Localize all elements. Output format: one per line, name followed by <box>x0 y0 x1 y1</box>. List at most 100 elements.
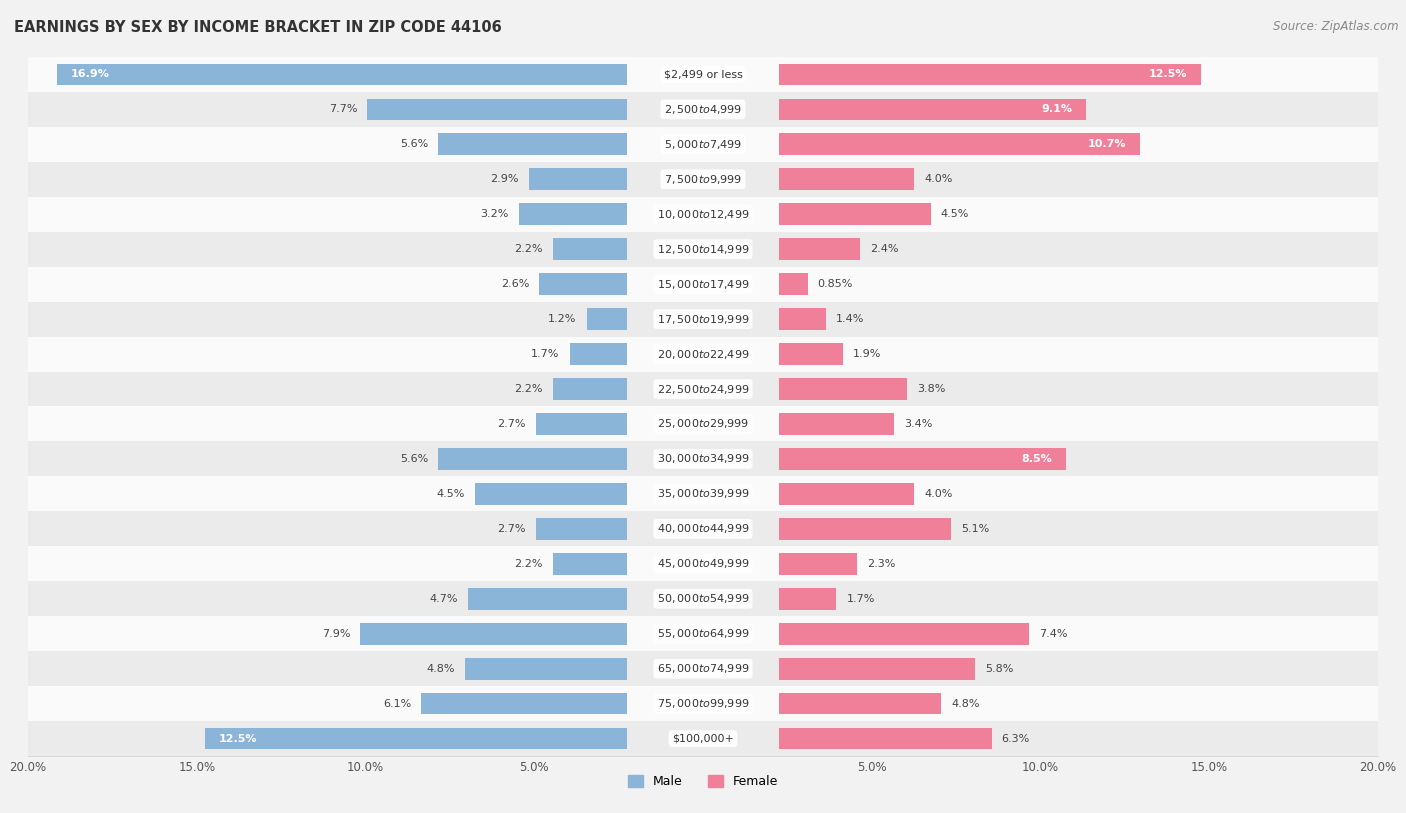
Text: 4.8%: 4.8% <box>950 698 980 709</box>
Text: $30,000 to $34,999: $30,000 to $34,999 <box>657 453 749 465</box>
Bar <box>779 308 827 330</box>
Bar <box>779 273 807 295</box>
Text: 3.2%: 3.2% <box>481 209 509 220</box>
Text: 4.8%: 4.8% <box>426 663 456 674</box>
Bar <box>28 57 1378 92</box>
Bar <box>779 448 1066 470</box>
Text: 4.5%: 4.5% <box>941 209 969 220</box>
Text: 1.7%: 1.7% <box>846 593 875 604</box>
Bar <box>468 588 627 610</box>
Text: 0.85%: 0.85% <box>818 279 853 289</box>
Bar <box>28 441 1378 476</box>
Bar <box>553 238 627 260</box>
Bar <box>779 553 856 575</box>
Text: $20,000 to $22,499: $20,000 to $22,499 <box>657 348 749 360</box>
Bar <box>540 273 627 295</box>
Text: $25,000 to $29,999: $25,000 to $29,999 <box>657 418 749 430</box>
Text: $2,500 to $4,999: $2,500 to $4,999 <box>664 103 742 115</box>
Bar <box>779 658 974 680</box>
Bar <box>28 232 1378 267</box>
Text: 3.4%: 3.4% <box>904 419 932 429</box>
Text: $45,000 to $49,999: $45,000 to $49,999 <box>657 558 749 570</box>
Bar <box>28 686 1378 721</box>
Bar <box>536 518 627 540</box>
Bar <box>28 546 1378 581</box>
Text: $5,000 to $7,499: $5,000 to $7,499 <box>664 138 742 150</box>
Bar <box>779 98 1085 120</box>
Bar <box>367 98 627 120</box>
Text: 5.1%: 5.1% <box>962 524 990 534</box>
Text: $55,000 to $64,999: $55,000 to $64,999 <box>657 628 749 640</box>
Text: 2.2%: 2.2% <box>515 244 543 254</box>
Text: 8.5%: 8.5% <box>1022 454 1052 464</box>
Bar <box>779 378 907 400</box>
Text: $10,000 to $12,499: $10,000 to $12,499 <box>657 208 749 220</box>
Bar <box>28 92 1378 127</box>
Bar <box>779 203 931 225</box>
Bar <box>536 413 627 435</box>
Text: $2,499 or less: $2,499 or less <box>664 69 742 80</box>
Text: EARNINGS BY SEX BY INCOME BRACKET IN ZIP CODE 44106: EARNINGS BY SEX BY INCOME BRACKET IN ZIP… <box>14 20 502 35</box>
Text: 1.9%: 1.9% <box>853 349 882 359</box>
Text: $75,000 to $99,999: $75,000 to $99,999 <box>657 698 749 710</box>
Text: $12,500 to $14,999: $12,500 to $14,999 <box>657 243 749 255</box>
Text: 2.7%: 2.7% <box>498 419 526 429</box>
Bar <box>28 162 1378 197</box>
Bar <box>529 168 627 190</box>
Bar <box>28 511 1378 546</box>
Bar <box>779 168 914 190</box>
Bar <box>28 267 1378 302</box>
Bar <box>360 623 627 645</box>
Legend: Male, Female: Male, Female <box>628 776 778 789</box>
Text: 6.3%: 6.3% <box>1001 733 1029 744</box>
Text: 16.9%: 16.9% <box>70 69 110 80</box>
Text: 7.9%: 7.9% <box>322 628 350 639</box>
Text: 12.5%: 12.5% <box>1149 69 1187 80</box>
Text: $65,000 to $74,999: $65,000 to $74,999 <box>657 663 749 675</box>
Text: 4.5%: 4.5% <box>437 489 465 499</box>
Bar <box>779 413 894 435</box>
Bar <box>553 553 627 575</box>
Text: $22,500 to $24,999: $22,500 to $24,999 <box>657 383 749 395</box>
Bar <box>205 728 627 750</box>
Bar <box>28 616 1378 651</box>
Bar <box>553 378 627 400</box>
Text: 2.3%: 2.3% <box>866 559 896 569</box>
Text: 1.4%: 1.4% <box>837 314 865 324</box>
Text: $17,500 to $19,999: $17,500 to $19,999 <box>657 313 749 325</box>
Text: 2.6%: 2.6% <box>501 279 529 289</box>
Text: 4.0%: 4.0% <box>924 174 952 185</box>
Text: $15,000 to $17,499: $15,000 to $17,499 <box>657 278 749 290</box>
Bar <box>779 728 991 750</box>
Bar <box>779 238 860 260</box>
Bar <box>779 623 1029 645</box>
Bar <box>586 308 627 330</box>
Bar <box>779 518 950 540</box>
Bar <box>439 133 627 155</box>
Bar <box>439 448 627 470</box>
Text: 5.6%: 5.6% <box>399 454 427 464</box>
Text: 1.7%: 1.7% <box>531 349 560 359</box>
Bar <box>779 588 837 610</box>
Text: 4.7%: 4.7% <box>430 593 458 604</box>
Bar <box>28 721 1378 756</box>
Text: $7,500 to $9,999: $7,500 to $9,999 <box>664 173 742 185</box>
Text: $40,000 to $44,999: $40,000 to $44,999 <box>657 523 749 535</box>
Bar <box>779 343 844 365</box>
Text: Source: ZipAtlas.com: Source: ZipAtlas.com <box>1274 20 1399 33</box>
Text: 7.7%: 7.7% <box>329 104 357 115</box>
Bar <box>28 406 1378 441</box>
Text: 2.2%: 2.2% <box>515 384 543 394</box>
Bar <box>779 133 1140 155</box>
Bar <box>28 127 1378 162</box>
Text: 3.8%: 3.8% <box>917 384 946 394</box>
Text: 10.7%: 10.7% <box>1088 139 1126 150</box>
Bar <box>28 372 1378 406</box>
Text: 12.5%: 12.5% <box>219 733 257 744</box>
Text: 5.8%: 5.8% <box>984 663 1014 674</box>
Bar <box>519 203 627 225</box>
Bar <box>465 658 627 680</box>
Bar <box>28 197 1378 232</box>
Text: 5.6%: 5.6% <box>399 139 427 150</box>
Text: 2.2%: 2.2% <box>515 559 543 569</box>
